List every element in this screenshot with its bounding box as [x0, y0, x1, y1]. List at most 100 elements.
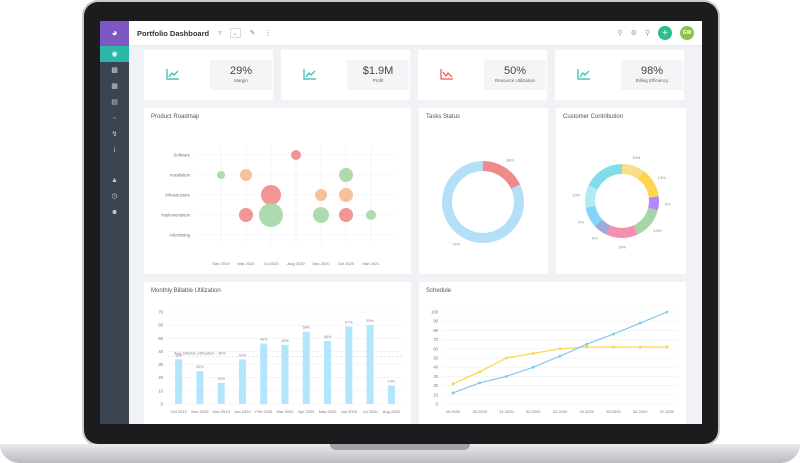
kpi-label: Profit — [372, 78, 384, 83]
document-icon[interactable]: ▫ — [113, 114, 116, 122]
roadmap-chart: Software Installation Infrastructure Implem… — [161, 147, 394, 266]
kpi-card-profit[interactable]: $1.9M Profit — [281, 50, 410, 100]
bar-label: 58% — [302, 326, 310, 330]
plus-icon[interactable]: + — [658, 26, 672, 40]
donut-slice — [606, 225, 638, 238]
slice-label: 10% — [632, 155, 640, 160]
y-tick-label: 0 — [161, 402, 164, 407]
filter-icon[interactable]: ▿ — [218, 30, 222, 37]
series-point — [612, 345, 615, 349]
bubble — [240, 169, 252, 181]
x-tick-label: 29.2020 — [446, 409, 461, 414]
avatar[interactable]: GW — [680, 26, 694, 40]
user-add-icon[interactable]: ☻ — [110, 208, 119, 216]
bar-label: 33% — [175, 353, 183, 357]
database-icon[interactable]: ▦ — [111, 83, 118, 90]
bar — [302, 331, 310, 404]
y-tick-label: 0 — [436, 402, 439, 407]
pencil-icon[interactable]: ✎ — [249, 30, 256, 37]
series-point — [585, 345, 589, 349]
series-point — [558, 354, 562, 358]
bar — [387, 385, 395, 404]
dashboard-icon[interactable]: ◉ — [100, 46, 129, 62]
slice-label: 72% — [452, 242, 460, 247]
panel-monthly-billable-utilization: Monthly Billable Utilization 0 10 20 30 40 50… — [144, 282, 411, 424]
bar — [260, 343, 268, 404]
x-tick-label: Jun 2020 — [341, 409, 358, 414]
series-point — [638, 321, 642, 325]
y-tick-label: 60 — [158, 323, 163, 328]
search-icon[interactable]: ⚲ — [617, 30, 623, 37]
y-tick-label: 60 — [433, 346, 438, 351]
bar — [324, 340, 332, 404]
kpi-card-margin[interactable]: 29% Margin — [144, 50, 273, 100]
x-tick-label: Mar 2021 — [363, 261, 381, 266]
x-tick-label: 37.2020 — [660, 409, 675, 414]
bar-label: 43% — [281, 339, 289, 343]
x-tick-label: 36.2020 — [633, 409, 648, 414]
x-tick-label: Sep 2020 — [312, 261, 330, 266]
bubble — [217, 171, 225, 179]
y-tick-label: 100 — [431, 310, 439, 315]
y-tick-label: 40 — [433, 365, 438, 370]
bar-label: 14% — [388, 380, 396, 384]
y-tick-label: 10 — [433, 392, 438, 397]
kpi-value-box: 98% Billing Efficiency — [621, 60, 683, 90]
briefcase-icon[interactable]: ▩ — [111, 67, 118, 74]
series-point — [505, 375, 508, 378]
series-point — [585, 342, 589, 346]
kpi-label: Billing Efficiency — [635, 78, 669, 83]
x-tick-label: Mar 2020 — [277, 409, 295, 414]
x-tick-label: 30.2020 — [473, 409, 488, 414]
clock-icon[interactable]: ◷ — [111, 193, 118, 200]
screen: ◕ ◉ ▩ ▦ ▤ ▫ ↯ i ▲ ◷ ☻ Portfolio Dashboar… — [100, 21, 702, 424]
sidebar: ◕ ◉ ▩ ▦ ▤ ▫ ↯ i ▲ ◷ ☻ — [100, 21, 129, 424]
donut-slice — [585, 185, 598, 208]
x-tick-label: Jul 2020 — [363, 409, 379, 414]
slice-label: 10% — [572, 193, 580, 198]
y-tick-label: 10 — [158, 388, 163, 393]
donut-slice — [648, 196, 659, 211]
chart-icon[interactable]: ▲ — [111, 176, 118, 184]
y-tick-label: Advertising — [169, 233, 190, 238]
panel-title: Product Roadmap — [151, 114, 200, 120]
y-tick-label: Infrastructure — [165, 193, 190, 198]
series-line — [452, 311, 668, 394]
average-annotation: Avg. Billable Utilization - 36% — [174, 351, 226, 356]
bar — [281, 344, 289, 404]
bubble — [339, 188, 353, 202]
bar-label: 48% — [324, 335, 332, 339]
logo-icon[interactable]: ◕ — [100, 21, 129, 46]
bar-label: 46% — [260, 338, 268, 342]
flow-icon[interactable]: ↯ — [111, 131, 118, 138]
laptop-base — [0, 444, 800, 463]
topbar: Portfolio Dashboard ▿ ⌄ ✎ ⋮ ⚲ ⚙ ⚲ + GW — [129, 21, 702, 46]
panel-customer-contribution: Customer Contribution 10% 13% 6% 14% 14% 6% 9%… — [556, 108, 686, 274]
cards-icon[interactable]: ▤ — [111, 99, 118, 106]
bubble — [261, 185, 281, 205]
bell-icon[interactable]: ⚲ — [644, 30, 650, 37]
trend-chart-icon — [577, 69, 590, 80]
donut-slice — [482, 161, 521, 190]
chevron-down-icon[interactable]: ⌄ — [229, 28, 241, 38]
bar-label: 26% — [196, 365, 204, 369]
y-tick-label: Installation — [170, 173, 191, 178]
kpi-card-billing-efficiency[interactable]: 98% Billing Efficiency — [555, 50, 684, 100]
x-tick-label: Jul 2020 — [263, 261, 279, 266]
kpi-card-resource-utilization[interactable]: 50% Resource Utilization — [418, 50, 547, 100]
bar — [238, 359, 246, 404]
bar-label: 33% — [239, 353, 247, 357]
trend-down-chart-icon — [440, 69, 453, 80]
panel-title: Monthly Billable Utilization — [151, 288, 221, 294]
gear-icon[interactable]: ⚙ — [630, 30, 637, 37]
bubble — [339, 208, 353, 222]
bar — [175, 359, 183, 404]
x-tick-label: Aug 2020 — [383, 409, 401, 414]
y-tick-label: 70 — [158, 310, 163, 315]
panel-title: Tasks Status — [426, 114, 461, 120]
series-point — [558, 347, 562, 351]
info-icon[interactable]: i — [113, 146, 116, 154]
more-vertical-icon[interactable]: ⋮ — [264, 30, 272, 37]
kpi-value: 50% — [503, 65, 527, 77]
